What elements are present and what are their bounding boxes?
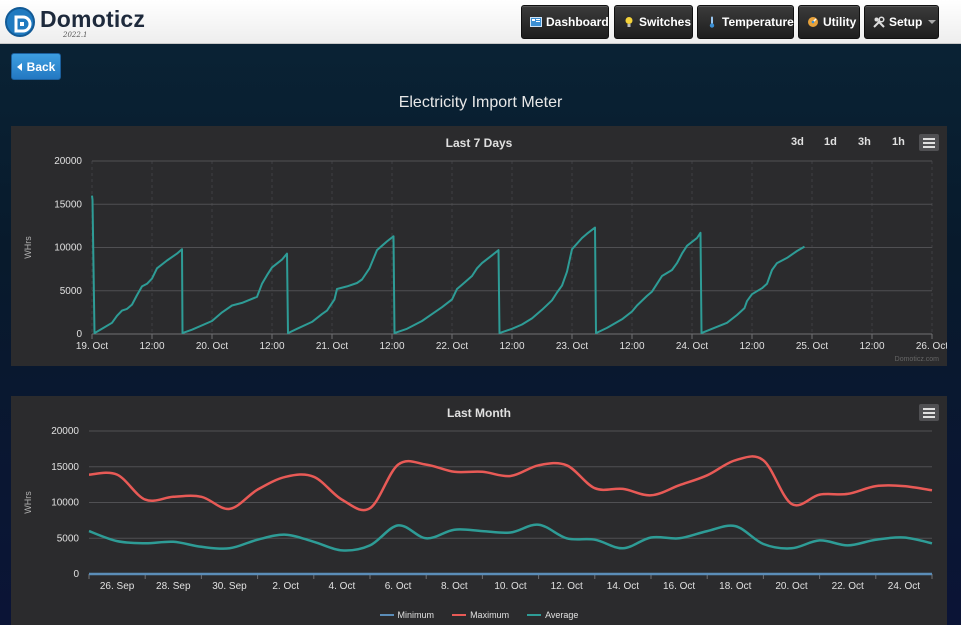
x-tick-label: 12:00	[379, 341, 404, 352]
y-tick-label: 10000	[51, 498, 79, 509]
nav-temperature-label: Temperature	[722, 15, 794, 29]
x-tick-label: 20. Oct	[196, 341, 228, 352]
y-tick-label: 5000	[60, 286, 83, 297]
nav-utility-label: Utility	[823, 15, 857, 29]
x-tick-label: 2. Oct	[272, 581, 299, 592]
x-tick-label: 10. Oct	[494, 581, 526, 592]
x-tick-label: 12:00	[139, 341, 164, 352]
range-1d-button[interactable]: 1d	[824, 136, 837, 148]
y-tick-label: 15000	[54, 199, 82, 210]
x-tick-label: 19. Oct	[76, 341, 108, 352]
page-title: Electricity Import Meter	[398, 94, 563, 111]
x-tick-label: 21. Oct	[316, 341, 348, 352]
y-tick-label: 20000	[51, 426, 79, 437]
x-tick-label: 24. Oct	[676, 341, 708, 352]
nav-temperature-button[interactable]: Temperature	[697, 5, 794, 39]
chart-month-legend: Minimum Maximum Average	[11, 610, 947, 620]
y-axis-label: WHrs	[23, 491, 33, 514]
x-tick-label: 25. Oct	[796, 341, 828, 352]
legend-label-maximum: Maximum	[470, 610, 510, 620]
range-1h-button[interactable]: 1h	[892, 136, 905, 148]
x-tick-label: 12:00	[499, 341, 524, 352]
chart-7days-menu-icon[interactable]	[919, 134, 939, 151]
chart-7days-plot: 0 5000 10000 15000 20000 19. Oct 12:00 20. Oct 1…	[23, 156, 947, 352]
legend-item-minimum[interactable]: Minimum	[379, 610, 435, 620]
x-tick-label: 24. Oct	[888, 581, 920, 592]
app-name: Domoticz	[40, 6, 146, 32]
legend-label-minimum: Minimum	[397, 610, 435, 620]
series-line-average	[88, 523, 933, 552]
x-tick-label: 30. Sep	[212, 581, 247, 592]
x-tick-label: 16. Oct	[663, 581, 695, 592]
back-arrow-icon	[16, 62, 22, 71]
chart-7days-title: Last 7 Days	[445, 136, 513, 150]
y-tick-label: 10000	[54, 243, 82, 254]
range-3d-button[interactable]: 3d	[791, 136, 804, 148]
legend-item-maximum[interactable]: Maximum	[452, 610, 509, 620]
y-tick-label: 0	[73, 569, 79, 580]
nav-dashboard-label: Dashboard	[546, 15, 609, 29]
x-tick-label: 26. Oct	[916, 341, 947, 352]
y-tick-label: 15000	[51, 462, 79, 473]
y-tick-label: 5000	[57, 533, 80, 544]
x-tick-label: 12:00	[259, 341, 284, 352]
nav-switches-button[interactable]: Switches	[614, 5, 693, 39]
back-button[interactable]: Back	[11, 53, 61, 80]
series-line-maximum	[88, 455, 933, 512]
nav-dashboard-button[interactable]: Dashboard	[521, 5, 609, 39]
nav-setup-label: Setup	[889, 15, 923, 29]
chart-month-menu-icon[interactable]	[919, 404, 939, 421]
x-tick-label: 20. Oct	[775, 581, 807, 592]
nav-setup-button[interactable]: Setup	[864, 5, 939, 39]
x-tick-label: 23. Oct	[556, 341, 588, 352]
y-tick-label: 20000	[54, 156, 82, 167]
x-tick-label: 12:00	[739, 341, 764, 352]
back-label: Back	[26, 59, 56, 74]
x-tick-label: 4. Oct	[329, 581, 356, 592]
y-axis-label: WHrs	[23, 236, 33, 259]
utility-gauge-icon	[807, 16, 819, 28]
legend-swatch-maximum	[452, 614, 467, 616]
top-navbar: Domoticz 2022.1 Dashboard Switches Tempe…	[0, 0, 961, 44]
x-tick-label: 6. Oct	[385, 581, 412, 592]
y-tick-label: 0	[76, 329, 82, 340]
nav-switches-label: Switches	[639, 15, 692, 29]
tools-icon	[873, 16, 885, 28]
app-version: 2022.1	[63, 31, 88, 39]
x-tick-label: 22. Oct	[436, 341, 468, 352]
x-tick-label: 22. Oct	[832, 581, 864, 592]
x-tick-label: 14. Oct	[607, 581, 639, 592]
x-tick-label: 8. Oct	[441, 581, 468, 592]
legend-swatch-minimum	[379, 614, 394, 616]
legend-label-average: Average	[545, 610, 579, 620]
chart-last-7-days: 0 5000 10000 15000 20000 19. Oct 12:00 20. Oct 1…	[11, 126, 947, 366]
domoticz-logo-icon	[5, 7, 35, 37]
series-line-usage	[91, 195, 806, 335]
x-tick-label: 12:00	[619, 341, 644, 352]
x-tick-label: 12. Oct	[551, 581, 583, 592]
x-tick-label: 26. Sep	[100, 581, 135, 592]
chevron-down-icon	[928, 20, 937, 24]
dashboard-icon	[530, 16, 542, 28]
range-3h-button[interactable]: 3h	[858, 136, 871, 148]
lightbulb-icon	[623, 16, 635, 28]
chart-last-month: 0 5000 10000 15000 20000 26. Sep 28. Sep 30. Se…	[11, 396, 947, 625]
x-tick-label: 18. Oct	[719, 581, 751, 592]
app-logo[interactable]: Domoticz 2022.1	[5, 5, 145, 41]
x-tick-label: 12:00	[859, 341, 884, 352]
legend-item-average[interactable]: Average	[527, 610, 578, 620]
chart-month-plot: 0 5000 10000 15000 20000 26. Sep 28. Sep 30. Se…	[23, 426, 933, 592]
legend-swatch-average	[527, 614, 542, 616]
chart-month-title: Last Month	[447, 406, 511, 420]
chart-credits[interactable]: Domoticz.com	[894, 356, 939, 363]
x-tick-label: 28. Sep	[156, 581, 191, 592]
thermometer-icon	[706, 16, 718, 28]
nav-utility-button[interactable]: Utility	[798, 5, 860, 39]
